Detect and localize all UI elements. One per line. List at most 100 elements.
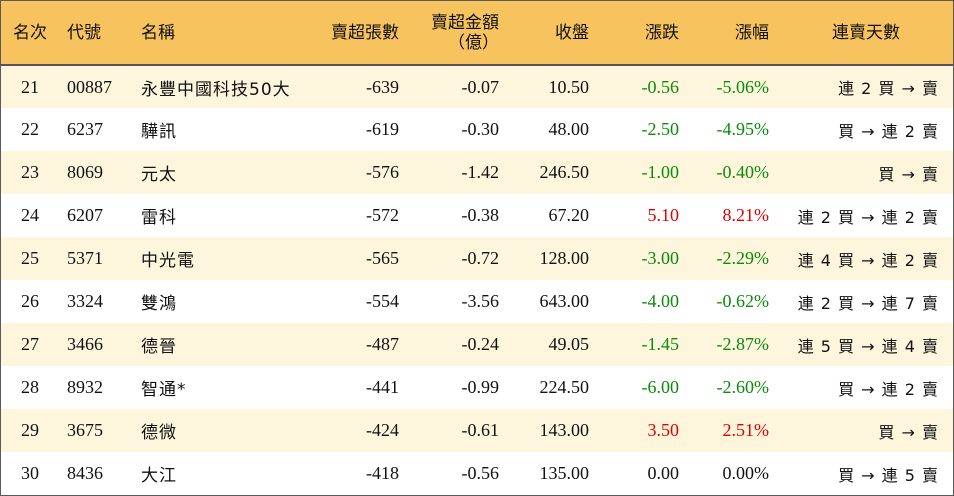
header-name: 名稱 [127,1,307,66]
cell-rank: 23 [21,162,39,182]
cell-close: 49.05 [548,334,590,354]
header-code: 代號 [59,1,127,66]
cell-net-sell-amount: -0.24 [461,334,500,354]
cell-net-sell-amount: -0.30 [461,119,500,139]
table-row: 24 6207 雷科 -572 -0.38 67.20 5.10 8.21% 連… [1,194,953,237]
cell-rank: 27 [21,334,39,354]
cell-close: 246.50 [539,162,590,182]
cell-net-sell-lots: -565 [366,248,399,268]
header-rank: 名次 [1,1,59,66]
cell-name: 雙鴻 [141,294,177,314]
cell-name: 中光電 [141,251,195,271]
cell-close: 224.50 [539,377,590,397]
cell-net-sell-lots: -554 [366,291,399,311]
cell-change-pct: 8.21% [722,205,770,225]
cell-rank: 21 [21,76,39,97]
cell-streak: 連 2 買 → 連 7 賣 [797,293,939,313]
cell-code: 00887 [67,76,112,97]
cell-close: 143.00 [539,420,590,440]
cell-change-pct: -2.29% [716,248,770,268]
cell-code: 8069 [67,162,103,182]
cell-close: 128.00 [539,248,590,268]
cell-net-sell-amount: -0.99 [461,377,500,397]
table-row: 27 3466 德晉 -487 -0.24 49.05 -1.45 -2.87%… [1,323,953,366]
cell-name: 永豐中國科技50大 [141,79,291,100]
cell-close: 67.20 [548,205,590,225]
cell-change-pct: -2.60% [716,377,770,397]
table-header-row: 名次 代號 名稱 賣超張數 賣超金額 （億） 收盤 漲跌 漲幅 連賣天數 [1,1,953,66]
cell-code: 3675 [67,420,103,440]
cell-code: 3466 [67,334,103,354]
header-change: 漲跌 [599,1,689,66]
table-row: 29 3675 德微 -424 -0.61 143.00 3.50 2.51% … [1,409,953,452]
cell-change-pct: -0.40% [716,162,770,182]
cell-close: 135.00 [539,463,590,483]
table-row: 21 00887 永豐中國科技50大 -639 -0.07 10.50 -0.5… [1,65,953,108]
cell-net-sell-lots: -487 [366,334,399,354]
cell-net-sell-amount: -3.56 [461,291,500,311]
cell-change-pct: -0.62% [716,291,770,311]
cell-streak: 連 5 買 → 連 4 賣 [797,336,939,356]
cell-rank: 24 [21,205,39,225]
cell-change: -1.00 [641,162,680,182]
cell-change: -2.50 [641,119,680,139]
header-change-pct: 漲幅 [689,1,779,66]
cell-change: -1.45 [641,334,680,354]
cell-name: 元太 [141,165,177,185]
cell-net-sell-amount: -0.56 [461,463,500,483]
cell-close: 10.50 [548,76,590,97]
cell-code: 8436 [67,463,103,483]
table-row: 30 8436 大江 -418 -0.56 135.00 0.00 0.00% … [1,452,953,495]
cell-name: 德微 [141,423,177,443]
header-close: 收盤 [509,1,599,66]
table-row: 25 5371 中光電 -565 -0.72 128.00 -3.00 -2.2… [1,237,953,280]
cell-streak: 買 → 賣 [878,422,939,442]
cell-name: 驊訊 [141,122,177,142]
cell-net-sell-lots: -576 [366,162,399,182]
cell-net-sell-amount: -1.42 [461,162,500,182]
cell-change: -3.00 [641,248,680,268]
cell-change: 3.50 [647,420,680,440]
cell-name: 德晉 [141,337,177,357]
header-net-sell-amount-line2: （億） [448,32,499,53]
cell-net-sell-lots: -572 [366,205,399,225]
cell-change: 0.00 [647,463,680,483]
cell-change-pct: 2.51% [722,420,770,440]
cell-name: 雷科 [141,208,177,228]
cell-rank: 26 [21,291,39,311]
cell-streak: 買 → 連 2 賣 [838,121,939,141]
cell-net-sell-amount: -0.72 [461,248,500,268]
table-row: 28 8932 智通* -441 -0.99 224.50 -6.00 -2.6… [1,366,953,409]
cell-net-sell-lots: -619 [366,119,399,139]
cell-streak: 連 4 買 → 連 2 賣 [797,250,939,270]
cell-change-pct: -5.06% [716,76,770,97]
cell-streak: 連 2 買 → 連 2 賣 [797,207,939,227]
cell-net-sell-lots: -639 [366,76,399,97]
cell-rank: 29 [21,420,39,440]
cell-change: -4.00 [641,291,680,311]
cell-net-sell-amount: -0.38 [461,205,500,225]
cell-code: 8932 [67,377,103,397]
header-net-sell-lots: 賣超張數 [307,1,409,66]
cell-streak: 買 → 連 5 賣 [838,465,939,485]
cell-net-sell-lots: -424 [366,420,399,440]
cell-code: 6207 [67,205,103,225]
cell-close: 48.00 [548,119,590,139]
header-streak: 連賣天數 [779,1,953,66]
cell-name: 大江 [141,466,177,486]
cell-streak: 買 → 連 2 賣 [838,379,939,399]
cell-net-sell-amount: -0.07 [461,76,500,97]
cell-rank: 28 [21,377,39,397]
cell-change-pct: -2.87% [716,334,770,354]
cell-streak: 連 2 買 → 賣 [838,79,939,98]
cell-rank: 30 [21,463,39,483]
cell-rank: 25 [21,248,39,268]
table-row: 26 3324 雙鴻 -554 -3.56 643.00 -4.00 -0.62… [1,280,953,323]
table-row: 23 8069 元太 -576 -1.42 246.50 -1.00 -0.40… [1,151,953,194]
cell-net-sell-lots: -418 [366,463,399,483]
cell-name: 智通* [141,380,187,400]
cell-net-sell-amount: -0.61 [461,420,500,440]
table-row: 22 6237 驊訊 -619 -0.30 48.00 -2.50 -4.95%… [1,108,953,151]
